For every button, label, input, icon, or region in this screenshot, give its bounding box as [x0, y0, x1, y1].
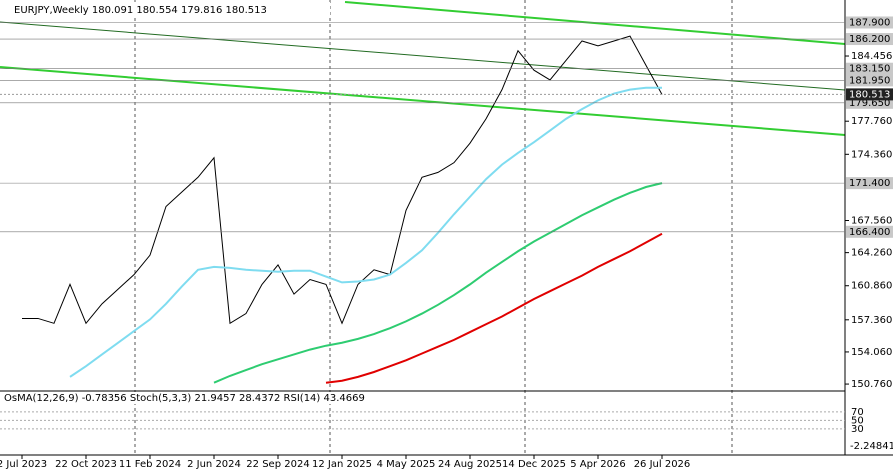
- indicator-title: OsMA(12,26,9) -0.78356 Stoch(5,3,3) 21.9…: [4, 393, 365, 404]
- level-label: 166.400: [849, 227, 890, 238]
- indicator-min-label: -2.24841: [850, 441, 893, 452]
- x-tick-label: 22 Oct 2023: [55, 459, 117, 470]
- x-tick-label: 2 Jul 2023: [0, 459, 47, 470]
- trendline: [0, 21, 846, 91]
- x-tick-label: 22 Sep 2024: [246, 459, 309, 470]
- level-label: 187.900: [849, 17, 890, 28]
- level-box: [846, 225, 893, 238]
- y-tick-label: 160.860: [851, 281, 892, 292]
- vertical-grid: [134, 0, 733, 455]
- level-label: 179.650: [849, 98, 890, 109]
- y-tick-label: 177.760: [851, 116, 892, 127]
- x-tick-label: 5 Apr 2026: [570, 459, 625, 470]
- y-tick-label: 167.560: [851, 216, 892, 227]
- level-box: [846, 177, 893, 190]
- indicator-title-bg: [0, 392, 420, 404]
- price-line: [22, 35, 663, 325]
- level-box: [846, 74, 893, 87]
- moving-average: [213, 182, 663, 384]
- x-tick-label: 14 Dec 2025: [502, 459, 566, 470]
- x-tick-label: 2 Jun 2024: [187, 459, 241, 470]
- indicator-level-label: 50: [851, 415, 864, 426]
- indicator-level-label: 70: [851, 407, 864, 418]
- y-tick-label: 157.360: [851, 315, 892, 326]
- y-tick-label: 150.760: [851, 379, 892, 390]
- level-box: [846, 62, 893, 75]
- moving-average: [69, 86, 662, 378]
- level-box: [846, 16, 893, 29]
- level-label: 171.400: [849, 178, 890, 189]
- chart-title: EURJPY,Weekly 180.091 180.554 179.816 18…: [14, 5, 267, 16]
- title-bg: [0, 2, 330, 16]
- y-tick-label: 164.260: [851, 248, 892, 259]
- current-box: [846, 88, 893, 101]
- x-tick-label: 11 Feb 2024: [119, 459, 181, 470]
- x-tick-label: 24 Aug 2025: [438, 459, 502, 470]
- level-box: [846, 33, 893, 46]
- trendline: [0, 66, 846, 136]
- indicator-level-label: 30: [851, 424, 864, 435]
- level-label: 181.950: [849, 75, 890, 86]
- y-tick-label: 184.456: [851, 51, 892, 62]
- x-tick-label: 12 Jan 2025: [312, 459, 372, 470]
- x-tick-label: 26 Jul 2026: [634, 459, 691, 470]
- y-tick-label: 174.360: [851, 149, 892, 160]
- trendline: [344, 1, 846, 45]
- x-tick-label: 4 May 2025: [377, 459, 436, 470]
- moving-average: [325, 232, 663, 384]
- level-label: 183.150: [849, 64, 890, 75]
- level-label: 186.200: [849, 34, 890, 45]
- current-label: 180.513: [849, 89, 890, 100]
- y-tick-label: 154.060: [851, 347, 892, 358]
